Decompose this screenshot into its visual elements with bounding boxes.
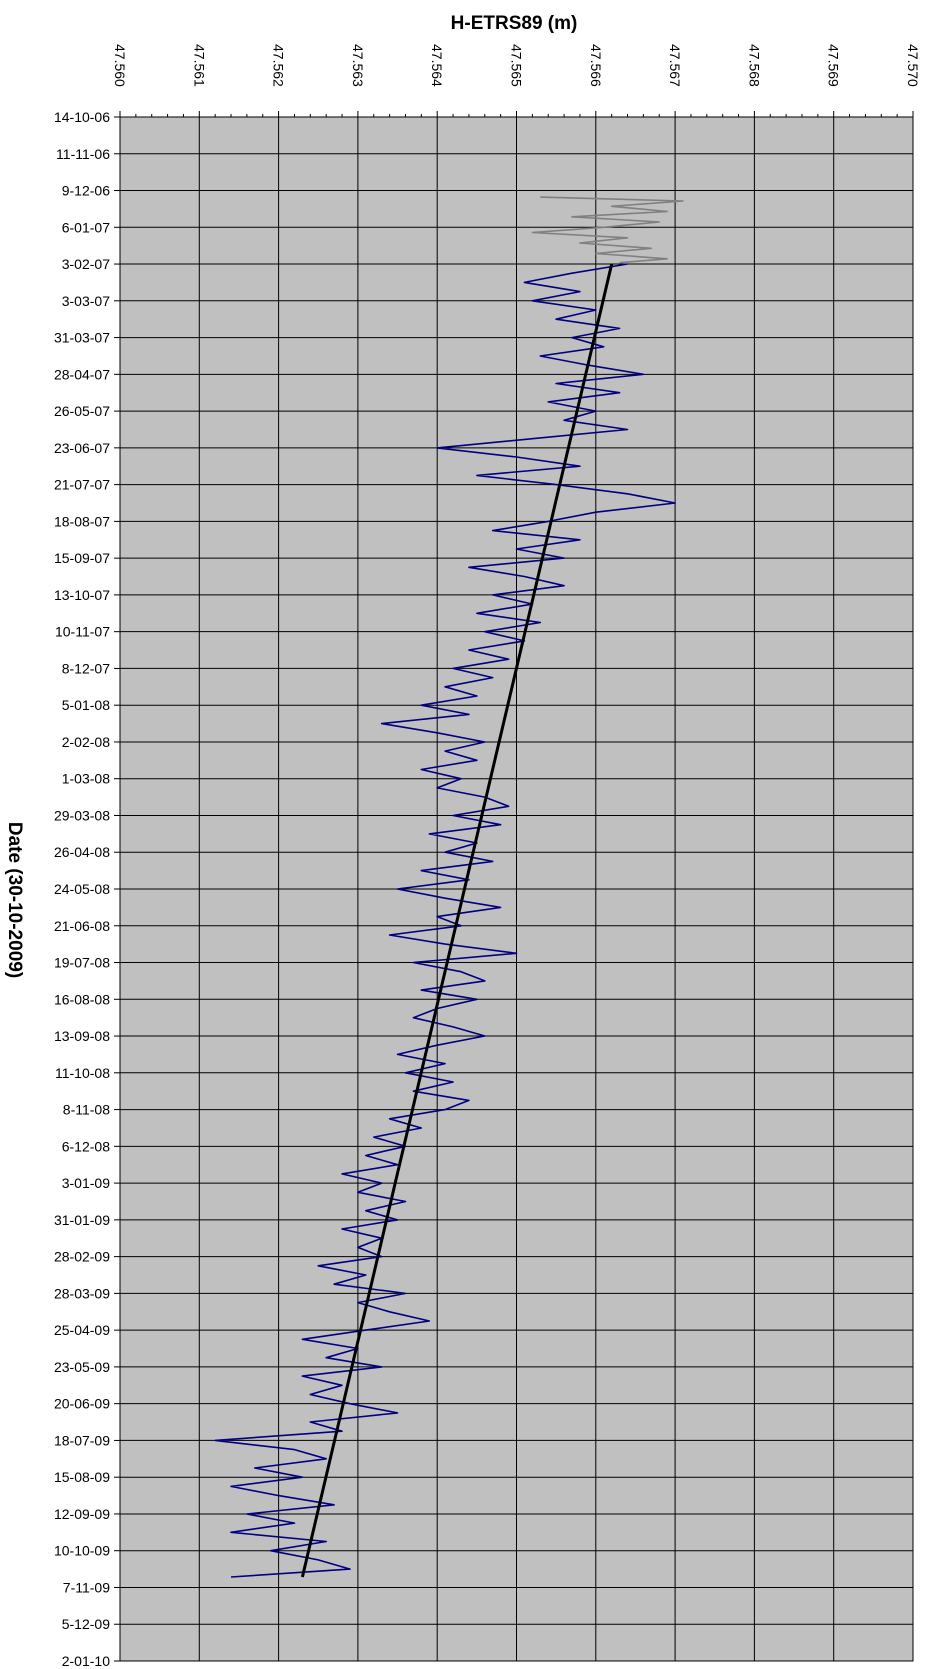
trend-line xyxy=(300,263,614,1578)
y-tick-label: 29-03-08 xyxy=(54,807,110,823)
series-line-1 xyxy=(214,263,676,1578)
y-tick-label: 19-07-08 xyxy=(54,955,110,971)
x-axis-title: H-ETRS89 (m) xyxy=(451,13,578,34)
y-tick-label: 28-04-07 xyxy=(54,366,110,382)
x-tick-label: 47.570 xyxy=(905,44,921,87)
y-tick-label: 7-11-09 xyxy=(63,1579,110,1595)
y-tick-label: 8-11-08 xyxy=(63,1102,110,1118)
x-tick-label: 47.569 xyxy=(826,44,842,87)
y-tick-label: 10-11-07 xyxy=(55,624,110,640)
y-tick-label: 15-08-09 xyxy=(54,1469,110,1485)
y-tick-label: 28-03-09 xyxy=(54,1285,110,1301)
y-tick-label: 15-09-07 xyxy=(54,550,110,566)
y-tick-label: 31-03-07 xyxy=(54,330,110,346)
y-tick-label: 8-12-07 xyxy=(62,660,110,676)
x-tick-label: 47.565 xyxy=(509,44,525,87)
y-tick-label: 3-01-09 xyxy=(62,1175,110,1191)
y-tick-label: 23-06-07 xyxy=(54,440,110,456)
y-tick-label: 6-12-08 xyxy=(62,1138,110,1154)
series-group xyxy=(214,196,684,1578)
y-tick-label: 14-10-06 xyxy=(54,109,110,125)
y-tick-label: 13-10-07 xyxy=(54,587,110,603)
y-tick-label: 13-09-08 xyxy=(54,1028,110,1044)
series-line-0 xyxy=(531,196,684,264)
y-tick-label: 25-04-09 xyxy=(54,1322,110,1338)
y-tick-label: 3-02-07 xyxy=(62,256,110,272)
plot-border xyxy=(119,116,914,1662)
x-tick-label: 47.564 xyxy=(429,44,445,87)
y-tick-label: 11-10-08 xyxy=(55,1065,110,1081)
y-tick-label: 24-05-08 xyxy=(54,881,110,897)
x-tick-label: 47.561 xyxy=(191,44,207,87)
x-tick-label: 47.567 xyxy=(667,44,683,87)
y-tick-label: 26-04-08 xyxy=(54,844,110,860)
y-tick-label: 31-01-09 xyxy=(54,1212,110,1228)
x-tick-label: 47.560 xyxy=(112,44,128,87)
y-tick-label: 26-05-07 xyxy=(54,403,110,419)
y-tick-label: 2-02-08 xyxy=(62,734,110,750)
x-tick-label: 47.566 xyxy=(588,44,604,87)
y-tick-label: 11-11-06 xyxy=(56,146,110,162)
y-tick-label: 21-06-08 xyxy=(54,918,110,934)
y-tick-label: 2-01-10 xyxy=(62,1653,110,1669)
y-tick-label: 23-05-09 xyxy=(54,1359,110,1375)
y-ticks: 14-10-06 11-11-06 9-12-06 6-01-07 3-02-07 3-0… xyxy=(54,109,120,1669)
x-ticks: 47.560 47.561 47.562 47.563 47.564 47.565 47.5… xyxy=(112,44,921,117)
y-tick-label: 3-03-07 xyxy=(62,293,110,309)
y-tick-label: 6-01-07 xyxy=(62,219,110,235)
y-tick-label: 5-12-09 xyxy=(62,1616,110,1632)
y-tick-label: 18-08-07 xyxy=(54,513,110,529)
y-tick-label: 12-09-09 xyxy=(54,1506,110,1522)
x-tick-label: 47.568 xyxy=(746,44,762,87)
y-axis-title: Date (30-10-2009) xyxy=(4,822,25,978)
y-tick-label: 18-07-09 xyxy=(54,1432,110,1448)
y-tick-label: 28-02-09 xyxy=(54,1249,110,1265)
y-tick-label: 10-10-09 xyxy=(54,1543,110,1559)
y-tick-label: 16-08-08 xyxy=(54,991,110,1007)
y-tick-label: 5-01-08 xyxy=(62,697,110,713)
y-tick-label: 21-07-07 xyxy=(54,477,110,493)
x-tick-label: 47.562 xyxy=(271,44,287,87)
y-tick-label: 1-03-08 xyxy=(62,771,110,787)
y-tick-label: 9-12-06 xyxy=(62,183,110,199)
y-tick-label: 20-06-09 xyxy=(54,1396,110,1412)
x-tick-label: 47.563 xyxy=(350,44,366,87)
